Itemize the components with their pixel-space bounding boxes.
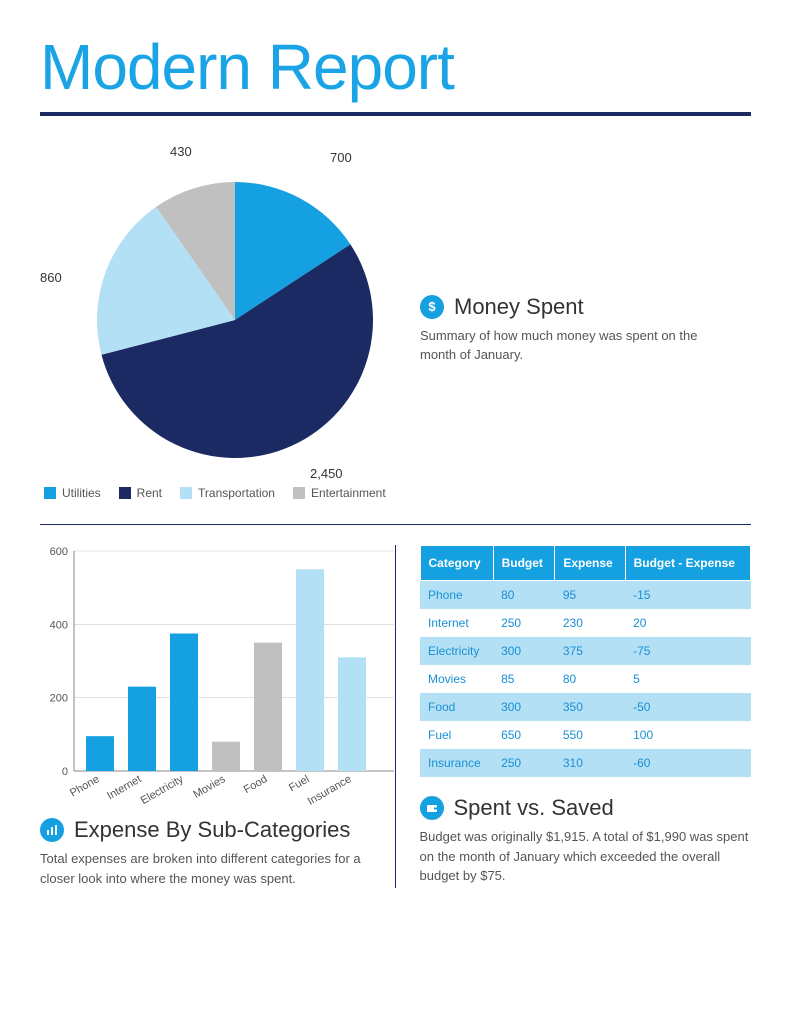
- table-cell: 20: [625, 609, 750, 637]
- bar-chart-icon: [40, 818, 64, 842]
- legend-item: Rent: [119, 486, 162, 500]
- money-spent-block: $ Money Spent Summary of how much money …: [420, 294, 720, 365]
- pie-value-label: 430: [170, 144, 192, 159]
- svg-text:Internet: Internet: [105, 773, 143, 802]
- table-cell: Phone: [420, 581, 493, 610]
- top-section: 700 2,450 860 430 Utilities Rent Transportati…: [40, 140, 751, 518]
- legend-label: Entertainment: [311, 486, 386, 500]
- table-cell: 310: [555, 749, 625, 777]
- table-row: Electricity300375-75: [420, 637, 751, 665]
- legend-item: Utilities: [44, 486, 101, 500]
- table-header: Expense: [555, 546, 625, 581]
- table-cell: 95: [555, 581, 625, 610]
- page-title: Modern Report: [40, 30, 751, 104]
- legend-label: Utilities: [62, 486, 101, 500]
- table-cell: 85: [493, 665, 555, 693]
- pie-column: 700 2,450 860 430 Utilities Rent Transportati…: [40, 140, 400, 518]
- legend-item: Entertainment: [293, 486, 386, 500]
- table-cell: 5: [625, 665, 750, 693]
- wallet-icon: [420, 796, 444, 820]
- table-cell: 300: [493, 637, 555, 665]
- table-row: Food300350-50: [420, 693, 751, 721]
- bottom-section: 0200400600PhoneInternetElectricityMovies…: [40, 545, 751, 888]
- bar-movies: [212, 742, 240, 771]
- table-cell: Movies: [420, 665, 493, 693]
- money-spent-desc: Summary of how much money was spent on t…: [420, 326, 720, 365]
- bar-insurance: [338, 657, 366, 771]
- svg-text:400: 400: [50, 619, 68, 631]
- legend-swatch: [44, 487, 56, 499]
- table-cell: 80: [555, 665, 625, 693]
- table-cell: 550: [555, 721, 625, 749]
- spent-saved-desc: Budget was originally $1,915. A total of…: [420, 827, 752, 886]
- svg-text:Food: Food: [242, 773, 270, 796]
- legend-label: Rent: [137, 486, 162, 500]
- table-row: Movies85805: [420, 665, 751, 693]
- table-row: Insurance250310-60: [420, 749, 751, 777]
- expense-sub-heading: Expense By Sub-Categories: [74, 817, 350, 843]
- spent-saved-heading: Spent vs. Saved: [454, 795, 614, 821]
- svg-text:0: 0: [62, 766, 68, 778]
- table-cell: -75: [625, 637, 750, 665]
- section-divider: [40, 524, 751, 525]
- pie-legend: Utilities Rent Transportation Entertainment: [44, 486, 400, 500]
- svg-text:Electricity: Electricity: [139, 773, 186, 807]
- legend-swatch: [119, 487, 131, 499]
- table-cell: 100: [625, 721, 750, 749]
- table-cell: -50: [625, 693, 750, 721]
- svg-text:200: 200: [50, 693, 68, 705]
- table-cell: 250: [493, 749, 555, 777]
- table-cell: Internet: [420, 609, 493, 637]
- table-cell: 250: [493, 609, 555, 637]
- bar-chart: 0 200 400 600 PhoneInternetElectricityMovies…: [40, 545, 371, 805]
- legend-label: Transportation: [198, 486, 275, 500]
- budget-table: CategoryBudgetExpenseBudget - ExpensePho…: [420, 545, 752, 777]
- expense-sub-desc: Total expenses are broken into different…: [40, 849, 371, 888]
- table-row: Phone8095-15: [420, 581, 751, 610]
- bar-food: [254, 643, 282, 771]
- legend-swatch: [293, 487, 305, 499]
- table-cell: 80: [493, 581, 555, 610]
- table-cell: Insurance: [420, 749, 493, 777]
- bar-electricity: [170, 634, 198, 772]
- svg-text:Insurance: Insurance: [306, 773, 354, 807]
- pie-value-label: 700: [330, 150, 352, 165]
- svg-text:Phone: Phone: [68, 773, 102, 799]
- table-cell: 300: [493, 693, 555, 721]
- table-row: Internet25023020: [420, 609, 751, 637]
- svg-text:Fuel: Fuel: [287, 773, 312, 794]
- svg-text:Movies: Movies: [191, 773, 228, 801]
- pie-value-label: 860: [40, 270, 62, 285]
- pie-svg: [40, 140, 400, 480]
- table-header: Budget - Expense: [625, 546, 750, 581]
- table-cell: -60: [625, 749, 750, 777]
- table-row: Fuel650550100: [420, 721, 751, 749]
- table-cell: Fuel: [420, 721, 493, 749]
- svg-text:600: 600: [50, 546, 68, 558]
- title-rule: [40, 112, 751, 116]
- table-cell: 230: [555, 609, 625, 637]
- pie-chart: 700 2,450 860 430: [40, 140, 400, 480]
- table-cell: -15: [625, 581, 750, 610]
- table-header: Budget: [493, 546, 555, 581]
- legend-item: Transportation: [180, 486, 275, 500]
- left-column: 0 200 400 600 PhoneInternetElectricityMovies…: [40, 545, 396, 888]
- table-cell: Food: [420, 693, 493, 721]
- table-header: Category: [420, 546, 493, 581]
- pie-value-label: 2,450: [310, 466, 343, 481]
- table-cell: 350: [555, 693, 625, 721]
- right-column: CategoryBudgetExpenseBudget - ExpensePho…: [396, 545, 752, 888]
- table-cell: 375: [555, 637, 625, 665]
- bar-fuel: [296, 569, 324, 771]
- bar-phone: [86, 736, 114, 771]
- legend-swatch: [180, 487, 192, 499]
- bar-svg: 0 200 400 600 PhoneInternetElectricityMovies…: [40, 545, 398, 807]
- table-cell: Electricity: [420, 637, 493, 665]
- table-cell: 650: [493, 721, 555, 749]
- dollar-icon: $: [420, 295, 444, 319]
- money-spent-heading: Money Spent: [454, 294, 584, 320]
- bar-internet: [128, 687, 156, 771]
